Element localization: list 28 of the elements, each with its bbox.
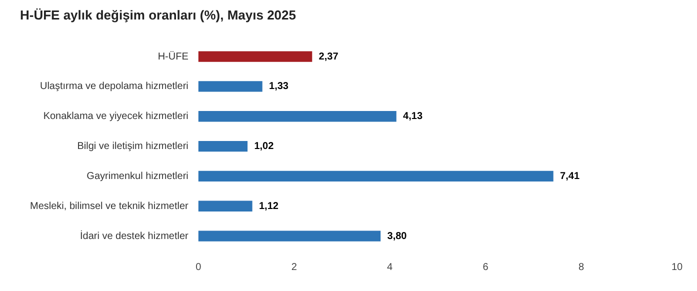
- bar: [198, 200, 252, 212]
- x-tick-label: 0: [196, 262, 202, 273]
- y-tick-label: Gayrimenkul hizmetleri: [86, 170, 188, 182]
- data-label: 1,33: [269, 81, 289, 92]
- x-tick-label: 2: [291, 262, 298, 273]
- y-tick-label: Konaklama ve yiyecek hizmetleri: [43, 111, 188, 122]
- bar: [198, 140, 248, 152]
- bar: [198, 170, 554, 182]
- y-tick-label: Bilgi ve iletişim hizmetleri: [77, 141, 188, 152]
- bar: [198, 51, 312, 62]
- y-tick-label: Ulaştırma ve depolama hizmetleri: [40, 81, 188, 92]
- data-label: 7,41: [560, 170, 580, 182]
- x-tick-label: 8: [578, 262, 584, 273]
- bar: [198, 111, 396, 122]
- bar: [198, 230, 381, 242]
- data-label: 4,13: [403, 111, 423, 122]
- chart-title: H-ÜFE aylık değişim oranları (%), Mayıs 2025: [20, 7, 296, 22]
- x-tick-label: 10: [671, 262, 683, 273]
- y-tick-label: İdari ve destek hizmetler: [80, 230, 190, 242]
- data-label: 2,37: [318, 51, 339, 62]
- data-label: 1,02: [254, 141, 274, 152]
- bar: [198, 81, 262, 92]
- data-label: 3,80: [387, 230, 408, 242]
- x-tick-label: 6: [482, 262, 489, 273]
- x-tick-label: 4: [387, 262, 394, 273]
- y-tick-label: Mesleki, bilimsel ve teknik hizmetler: [30, 200, 190, 212]
- data-label: 1,12: [258, 200, 279, 212]
- y-tick-label: H-ÜFE: [158, 50, 189, 62]
